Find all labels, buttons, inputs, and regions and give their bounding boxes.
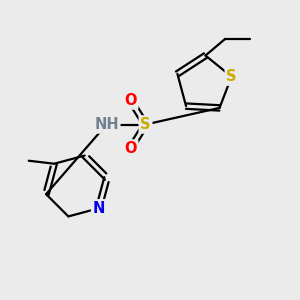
Text: O: O — [124, 141, 137, 156]
Text: N: N — [93, 201, 105, 216]
Text: S: S — [140, 117, 151, 132]
Text: NH: NH — [94, 117, 119, 132]
Text: O: O — [124, 93, 137, 108]
Text: S: S — [226, 69, 237, 84]
